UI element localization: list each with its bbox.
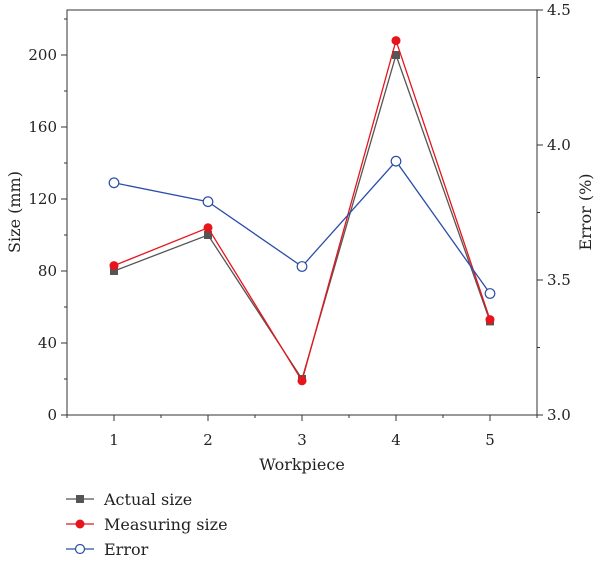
data-point-measuring-size <box>297 376 307 386</box>
left-y-axis: 0 40 80 120 160 200 <box>28 18 67 424</box>
legend-item-error: Error <box>66 540 149 559</box>
data-point-measuring-size <box>203 223 213 233</box>
left-y-axis-label: Size (mm) <box>5 171 24 253</box>
data-point-error <box>296 261 308 272</box>
data-point-error <box>202 196 214 208</box>
legend-marker-square <box>76 495 84 503</box>
data-point-measuring-size <box>485 315 495 325</box>
data-point-actual-size <box>392 51 400 59</box>
legend-marker-filled-circle <box>75 519 85 529</box>
legend-item-measuring-size: Measuring size <box>66 515 228 534</box>
data-point-error <box>484 288 496 299</box>
right-y-axis: 3.0 3.5 4.0 4.5 <box>537 1 571 424</box>
series-line-measuring-size <box>113 38 491 383</box>
x-tick-label: 4 <box>391 431 401 449</box>
data-point-actual-size <box>204 231 212 239</box>
plot-frame <box>66 9 538 416</box>
left-y-tick-label: 0 <box>47 406 57 424</box>
x-axis-label: Workpiece <box>259 455 345 474</box>
x-tick-label: 3 <box>297 431 307 449</box>
left-y-tick-label: 120 <box>28 190 57 208</box>
data-point-actual-size <box>110 267 118 275</box>
x-axis: 1 2 3 4 5 <box>66 415 538 449</box>
data-point-error <box>108 177 120 189</box>
series-line-actual-size <box>113 52 491 381</box>
right-y-tick-label: 4.0 <box>547 136 571 154</box>
left-y-tick-label: 200 <box>28 46 57 64</box>
right-y-tick-label: 4.5 <box>547 1 571 19</box>
left-y-tick-label: 80 <box>38 262 57 280</box>
series-line-error <box>113 160 491 294</box>
legend-item-actual-size: Actual size <box>66 490 192 509</box>
data-point-measuring-size <box>391 36 401 46</box>
legend-marker-open-circle <box>74 543 86 555</box>
data-point-measuring-size <box>109 261 119 271</box>
right-y-tick-label: 3.0 <box>547 406 571 424</box>
right-y-axis-label: Error (%) <box>576 173 595 250</box>
left-y-tick-label: 40 <box>38 334 57 352</box>
x-tick-label: 5 <box>485 431 495 449</box>
x-tick-label: 2 <box>203 431 213 449</box>
data-point-error <box>390 155 402 167</box>
legend-label-actual-size: Actual size <box>103 490 192 509</box>
legend: Actual size Measuring size Error <box>66 490 228 559</box>
x-tick-label: 1 <box>109 431 119 449</box>
series-layer <box>108 36 496 386</box>
legend-label-measuring-size: Measuring size <box>104 515 228 534</box>
left-y-tick-label: 160 <box>28 118 57 136</box>
right-y-tick-label: 3.5 <box>547 271 571 289</box>
legend-label-error: Error <box>104 540 149 559</box>
